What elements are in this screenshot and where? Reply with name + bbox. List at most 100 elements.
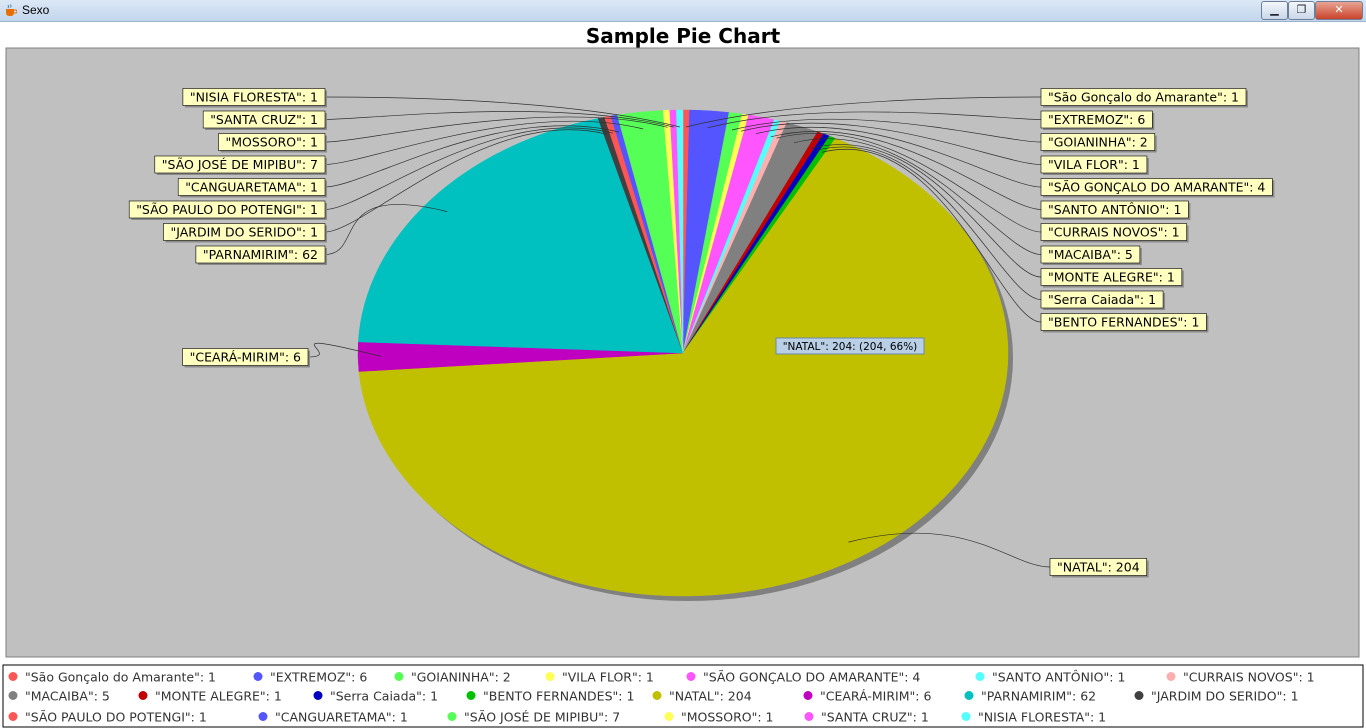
label-link-11 [848,532,1051,568]
legend-item-15: "SÃO PAULO DO POTENGI": 1 [8,710,207,725]
slice-label-6: "CURRAIS NOVOS": 1 [1040,223,1189,243]
legend-item-2: "GOIANINHA": 2 [394,670,511,685]
label-link-6 [776,133,1042,233]
label-link-18 [324,116,668,143]
legend-label: "JARDIM DO SERIDO": 1 [1151,689,1299,704]
legend-item-3: "VILA FLOR": 1 [545,670,654,685]
legend-label: "PARNAMIRIM": 62 [981,689,1096,704]
label-link-20 [324,96,680,128]
label-link-5 [770,131,1042,210]
legend-swatch [975,672,985,681]
chart-title: Sample Pie Chart [586,24,781,48]
slice-label-4: "SÃO GONÇALO DO AMARANTE": 4 [1040,178,1275,198]
label-link-9 [816,146,1042,300]
legend-swatch [804,712,814,721]
slice-label-text: "PARNAMIRIM": 62 [203,247,318,262]
window-title: Sexo [22,3,50,17]
legend-items: "São Gonçalo do Amarante": 1 "EXTREMOZ": … [8,670,1315,725]
slice-label-15: "SÃO PAULO DO POTENGI": 1 [128,200,327,220]
legend-swatch [466,691,476,700]
slice-label-9: "Serra Caiada": 1 [1040,290,1166,310]
slice-label-text: "SANTO ANTÔNIO": 1 [1048,202,1181,217]
label-link-17 [324,120,644,165]
legend-swatch [664,712,674,721]
legend-swatch [8,691,18,700]
legend-swatch [8,712,18,721]
legend-item-9: "Serra Caiada": 1 [313,689,438,704]
legend-swatch [8,672,18,681]
legend-swatch [313,691,323,700]
java-cup-icon [6,4,17,16]
legend-swatch [138,691,148,700]
legend-item-20: "NISIA FLORESTA": 1 [961,710,1106,725]
slice-label-8: "MONTE ALEGRE": 1 [1040,268,1184,288]
slice-label-text: "CANGUARETAMA": 1 [185,180,318,195]
legend-swatch [258,712,268,721]
legend-item-10: "BENTO FERNANDES": 1 [466,689,634,704]
legend-swatch [803,691,813,700]
label-link-13 [324,204,448,255]
window-titlebar: Sexo ▁ ❐ ✕ [0,0,1366,22]
slice-label-7: "MACAIBA": 5 [1040,245,1142,265]
legend-item-4: "SÃO GONÇALO DO AMARANTE": 4 [686,670,920,685]
label-link-4 [755,126,1042,188]
slice-label-text: "VILA FLOR": 1 [1048,157,1140,172]
label-link-0 [686,96,1042,128]
pie-slices [357,109,1009,597]
slice-label-13: "PARNAMIRIM": 62 [195,245,327,265]
slice-label-1: "EXTREMOZ": 6 [1040,110,1155,130]
legend-swatch [961,712,971,721]
legend-swatch [652,691,662,700]
legend-label: "SÃO GONÇALO DO AMARANTE": 4 [703,670,920,685]
legend-item-16: "CANGUARETAMA": 1 [258,710,408,725]
slice-label-12: "CEARÁ-MIRIM": 6 [182,348,310,368]
slice-label-text: "BENTO FERNANDES": 1 [1048,315,1199,330]
legend-label: "EXTREMOZ": 6 [270,670,367,685]
slice-label-20: "NISIA FLORESTA": 1 [182,88,327,108]
legend-label: "SÃO JOSÉ DE MIPIBU": 7 [464,710,620,725]
label-link-2 [731,118,1042,143]
legend-swatch [1166,672,1176,681]
pie-slice-20[interactable] [676,109,684,354]
label-link-12 [307,342,381,358]
legend-label: "MONTE ALEGRE": 1 [155,689,282,704]
slice-label-text: "MOSSORO": 1 [226,135,319,150]
slice-labels: "São Gonçalo do Amarante": 1 "EXTREMOZ": … [128,88,1275,578]
pie-slice-11[interactable] [358,138,1009,597]
legend-item-18: "MOSSORO": 1 [664,710,774,725]
legend-label: "MACAIBA": 5 [25,689,110,704]
minimize-button[interactable]: ▁ [1261,1,1288,20]
legend-label: "MOSSORO": 1 [681,710,774,725]
label-link-16 [324,125,620,188]
slice-label-text: "MONTE ALEGRE": 1 [1048,270,1175,285]
maximize-button[interactable]: ❐ [1288,1,1315,20]
slice-label-text: "NATAL": 204 [1057,560,1140,575]
slice-label-text: "GOIANINHA": 2 [1048,135,1148,150]
legend-label: "CURRAIS NOVOS": 1 [1183,670,1315,685]
label-link-14 [324,129,608,233]
label-link-1 [707,111,1042,129]
legend-item-6: "CURRAIS NOVOS": 1 [1166,670,1315,685]
label-link-15 [324,127,614,210]
slice-label-0: "São Gonçalo do Amarante": 1 [1040,88,1248,108]
legend-label: "BENTO FERNANDES": 1 [483,689,634,704]
slice-label-11: "NATAL": 204 [1049,558,1149,578]
slice-label-text: "JARDIM DO SERIDO": 1 [171,225,319,240]
slice-label-text: "SANTA CRUZ": 1 [210,112,318,127]
legend-swatch [686,672,696,681]
legend-item-13: "PARNAMIRIM": 62 [964,689,1096,704]
legend-label: "NATAL": 204 [669,689,752,704]
legend-item-5: "SANTO ANTÔNIO": 1 [975,670,1125,685]
pie-chart-panel: Sample Pie Chart "São Gonçalo do Amarant… [2,24,1364,728]
legend-swatch [447,712,457,721]
legend-label: "Serra Caiada": 1 [330,689,438,704]
legend-swatch [253,672,263,681]
legend-item-14: "JARDIM DO SERIDO": 1 [1134,689,1299,704]
close-button[interactable]: ✕ [1315,1,1363,20]
slice-label-text: "EXTREMOZ": 6 [1048,112,1145,127]
legend-swatch [1134,691,1144,700]
slice-label-text: "CURRAIS NOVOS": 1 [1048,225,1180,240]
legend-swatch [394,672,404,681]
label-link-10 [821,149,1042,323]
slice-label-text: "NISIA FLORESTA": 1 [190,90,318,105]
